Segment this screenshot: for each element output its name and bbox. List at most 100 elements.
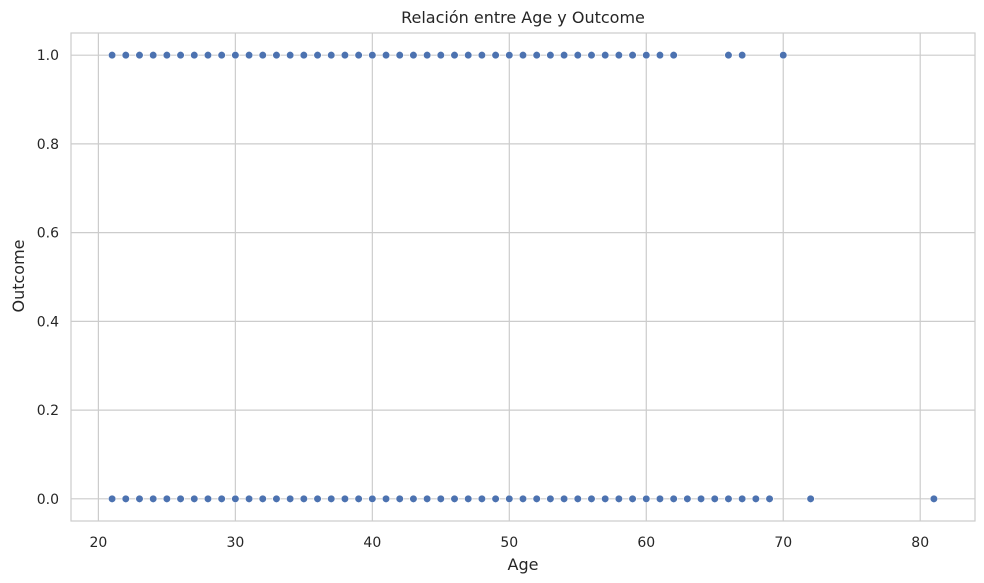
scatter-point [683, 494, 692, 503]
scatter-point [299, 51, 308, 60]
scatter-point [272, 494, 281, 503]
scatter-point [299, 494, 308, 503]
scatter-point [546, 51, 555, 60]
scatter-point [505, 51, 514, 60]
scatter-point [354, 51, 363, 60]
scatter-point [176, 494, 185, 503]
scatter-point [601, 494, 610, 503]
scatter-point [710, 494, 719, 503]
scatter-point [409, 51, 418, 60]
y-tick-label: 0.0 [37, 492, 59, 508]
scatter-point [751, 494, 760, 503]
scatter-point [423, 51, 432, 60]
x-axis-ticks: 20 30 40 50 60 70 80 [89, 535, 929, 551]
x-tick-label: 20 [89, 535, 107, 551]
scatter-point [559, 494, 569, 503]
scatter-point [614, 494, 623, 503]
y-tick-label: 1.0 [37, 48, 59, 64]
data-points [107, 51, 939, 503]
scatter-point [655, 494, 665, 503]
scatter-point [409, 494, 418, 503]
scatter-point [162, 51, 171, 60]
scatter-point [642, 51, 651, 60]
scatter-point [738, 51, 747, 60]
scatter-point [929, 494, 939, 503]
scatter-point [313, 51, 322, 60]
x-tick-label: 50 [500, 535, 518, 551]
scatter-point [135, 494, 144, 503]
scatter-point [107, 51, 117, 60]
scatter-point [340, 51, 350, 60]
x-tick-label: 30 [226, 535, 244, 551]
scatter-point [395, 51, 404, 60]
scatter-point [436, 494, 445, 503]
scatter-point [669, 51, 678, 60]
scatter-point [368, 51, 377, 60]
scatter-point [614, 51, 623, 60]
scatter-point [505, 494, 514, 503]
scatter-point [286, 51, 295, 60]
y-axis-ticks: 0.0 0.2 0.4 0.6 0.8 1.0 [37, 48, 59, 508]
scatter-point [423, 494, 432, 503]
scatter-point [162, 494, 171, 503]
plot-area-frame [70, 32, 976, 522]
scatter-point [806, 494, 815, 503]
scatter-point [395, 494, 404, 503]
scatter-point [779, 51, 788, 60]
scatter-point [340, 494, 350, 503]
x-tick-label: 40 [363, 535, 381, 551]
scatter-point [258, 494, 267, 503]
y-tick-label: 0.4 [37, 314, 59, 330]
scatter-point [135, 51, 144, 60]
scatter-point [601, 51, 610, 60]
scatter-point [354, 494, 363, 503]
scatter-point [738, 494, 747, 503]
scatter-point [491, 494, 500, 503]
scatter-point [313, 494, 322, 503]
chart-title: Relación entre Age y Outcome [401, 8, 645, 27]
scatter-point [765, 494, 774, 503]
scatter-point [450, 51, 459, 60]
scatter-point [518, 51, 528, 60]
scatter-point [573, 51, 582, 60]
scatter-point [258, 51, 267, 60]
scatter-point [724, 494, 733, 503]
scatter-point [464, 51, 473, 60]
scatter-point [203, 494, 213, 503]
scatter-point [532, 494, 541, 503]
scatter-point [436, 51, 445, 60]
scatter-point [121, 494, 130, 503]
scatter-point [217, 494, 226, 503]
scatter-point [587, 494, 596, 503]
scatter-point [518, 494, 528, 503]
scatter-point [628, 494, 637, 503]
scatter-point [464, 494, 473, 503]
scatter-point [450, 494, 459, 503]
scatter-point [368, 494, 377, 503]
scatter-point [587, 51, 596, 60]
scatter-point [724, 51, 733, 60]
scatter-point [477, 51, 487, 60]
x-axis-label: Age [508, 555, 539, 574]
scatter-point [149, 494, 158, 503]
scatter-point [286, 494, 295, 503]
scatter-point [696, 494, 706, 503]
scatter-point [669, 494, 678, 503]
scatter-point [244, 494, 254, 503]
y-tick-label: 0.2 [37, 403, 59, 419]
scatter-point [190, 494, 199, 503]
scatter-point [231, 494, 240, 503]
scatter-point [149, 51, 158, 60]
scatter-point [327, 494, 336, 503]
scatter-point [532, 51, 541, 60]
scatter-point [231, 51, 240, 60]
scatter-point [244, 51, 254, 60]
scatter-point [190, 51, 199, 60]
scatter-point [477, 494, 487, 503]
scatter-point [655, 51, 665, 60]
x-tick-label: 80 [911, 535, 929, 551]
x-tick-label: 60 [637, 535, 655, 551]
scatter-point [327, 51, 336, 60]
scatter-point [491, 51, 500, 60]
